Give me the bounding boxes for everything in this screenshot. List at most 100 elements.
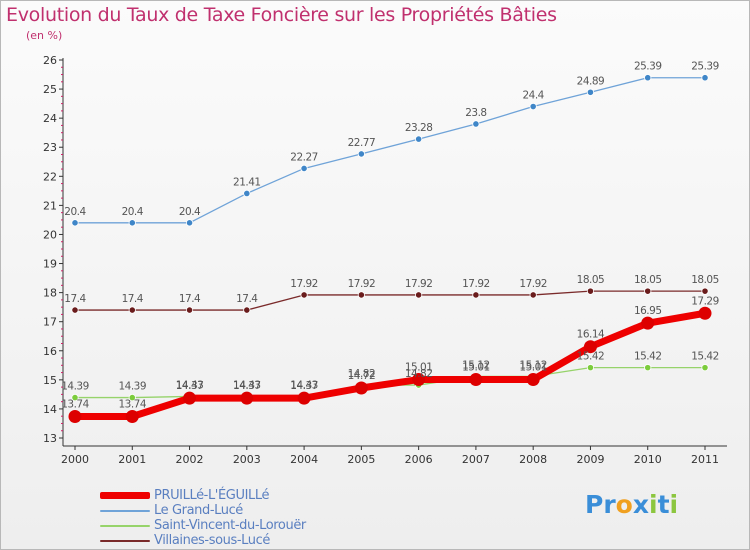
data-label: 17.92 (405, 278, 433, 290)
y-tick-label: 21 (43, 199, 57, 212)
series-point (185, 306, 194, 314)
logo-letter: i (649, 490, 658, 519)
data-label: 17.92 (519, 278, 547, 290)
data-label: 17.4 (122, 293, 144, 305)
data-label: 15.12 (519, 359, 547, 371)
logo-letter: P (585, 490, 604, 519)
data-label: 20.4 (64, 206, 86, 218)
series-point (357, 291, 365, 299)
proxiti-logo: Proxiti (585, 490, 678, 519)
series-point (644, 74, 652, 82)
data-label: 23.28 (405, 122, 433, 134)
data-label: 24.89 (577, 75, 605, 87)
data-label: 14.82 (348, 368, 376, 380)
data-label: 15.42 (577, 351, 605, 363)
legend-swatch-saint-vincent (100, 524, 150, 527)
data-label: 25.39 (691, 61, 719, 73)
data-label: 18.05 (577, 274, 605, 286)
logo-letter: o (615, 490, 633, 519)
x-tick-label: 2009 (576, 453, 604, 466)
series-point (297, 391, 311, 405)
series-point (68, 409, 82, 423)
x-tick-label: 2003 (233, 453, 261, 466)
logo-letter: r (603, 490, 616, 519)
data-label: 16.95 (634, 305, 662, 317)
x-tick-label: 2011 (691, 453, 719, 466)
data-label: 14.37 (176, 380, 204, 392)
series-point (183, 391, 197, 405)
data-label: 17.29 (691, 295, 719, 307)
data-label: 20.4 (122, 206, 144, 218)
data-label: 14.37 (233, 380, 261, 392)
data-label: 25.39 (634, 61, 662, 73)
legend-label-saint-vincent: Saint-Vincent-du-Lorouër (154, 518, 306, 533)
series-point (529, 102, 537, 111)
data-label: 15.01 (462, 362, 490, 374)
series-point (300, 164, 308, 173)
x-tick-label: 2007 (462, 453, 490, 466)
data-label: 24.4 (522, 90, 544, 102)
series-point (469, 373, 483, 387)
series-point (526, 373, 540, 387)
legend-item-le-grand-luce: Le Grand-Lucé (100, 503, 306, 518)
data-label: 13.74 (61, 398, 89, 410)
line-chart: 13 14 15 16 17 18 19 20 21 22 23 24 25 26 2000 2001 2002… (43, 54, 727, 466)
data-label: 18.05 (691, 274, 719, 286)
series-line (75, 309, 706, 420)
series-point (701, 74, 709, 82)
x-tick-label: 2010 (634, 453, 662, 466)
y-tick-label: 15 (43, 374, 57, 387)
data-label: 14.43 (233, 379, 261, 391)
series-point (412, 373, 426, 387)
series-point (243, 306, 251, 314)
data-label: 14.72 (348, 370, 376, 382)
x-tick-label: 2004 (290, 453, 318, 466)
series-point (529, 291, 537, 299)
data-label: 17.4 (179, 293, 201, 305)
data-label: 15.42 (634, 351, 662, 363)
y-tick-label: 17 (43, 316, 57, 329)
data-label: 15.01 (519, 362, 547, 374)
legend-item-villaines: Villaines-sous-Lucé (100, 533, 306, 548)
data-label: 17.92 (348, 278, 376, 290)
y-tick-label: 20 (43, 228, 57, 241)
legend-label-villaines: Villaines-sous-Lucé (154, 533, 270, 548)
y-tick-label: 19 (43, 258, 57, 271)
x-tick-label: 2008 (519, 453, 547, 466)
y-tick-label: 16 (43, 345, 57, 358)
data-label: 15.42 (691, 351, 719, 363)
logo-letter: t (657, 490, 670, 519)
data-label: 13.74 (118, 398, 146, 410)
y-tick-label: 24 (43, 112, 57, 125)
series-point (240, 391, 254, 405)
series-point (641, 316, 655, 330)
series-point (128, 219, 136, 227)
series-point (701, 287, 709, 295)
series-point (71, 393, 79, 402)
legend-item-saint-vincent: Saint-Vincent-du-Lorouër (100, 518, 306, 533)
y-tick-label: 22 (43, 170, 57, 183)
y-tick-label: 26 (43, 54, 57, 67)
x-tick-label: 2000 (61, 453, 89, 466)
series-point (472, 120, 480, 128)
legend: PRUILLé-L'ÉGUILLé Le Grand-Lucé Saint-Vi… (100, 488, 306, 548)
data-label: 14.37 (290, 380, 318, 392)
legend-label-pruille: PRUILLé-L'ÉGUILLé (154, 488, 270, 503)
series-point (185, 219, 194, 227)
series-point (128, 306, 136, 314)
series-point (354, 381, 368, 395)
data-label: 23.8 (465, 107, 486, 119)
legend-swatch-villaines (100, 539, 150, 542)
x-tick-label: 2001 (118, 453, 146, 466)
series-point (415, 291, 423, 299)
data-label: 15.01 (405, 362, 433, 374)
series-point (71, 306, 79, 314)
data-label: 22.77 (348, 137, 376, 149)
series-point (125, 409, 139, 423)
data-label: 20.4 (179, 206, 201, 218)
x-tick-label: 2005 (347, 453, 375, 466)
chart-title: Evolution du Taux de Taxe Foncière sur l… (6, 4, 557, 26)
data-label: 21.41 (233, 176, 261, 188)
data-label: 17.4 (64, 293, 86, 305)
